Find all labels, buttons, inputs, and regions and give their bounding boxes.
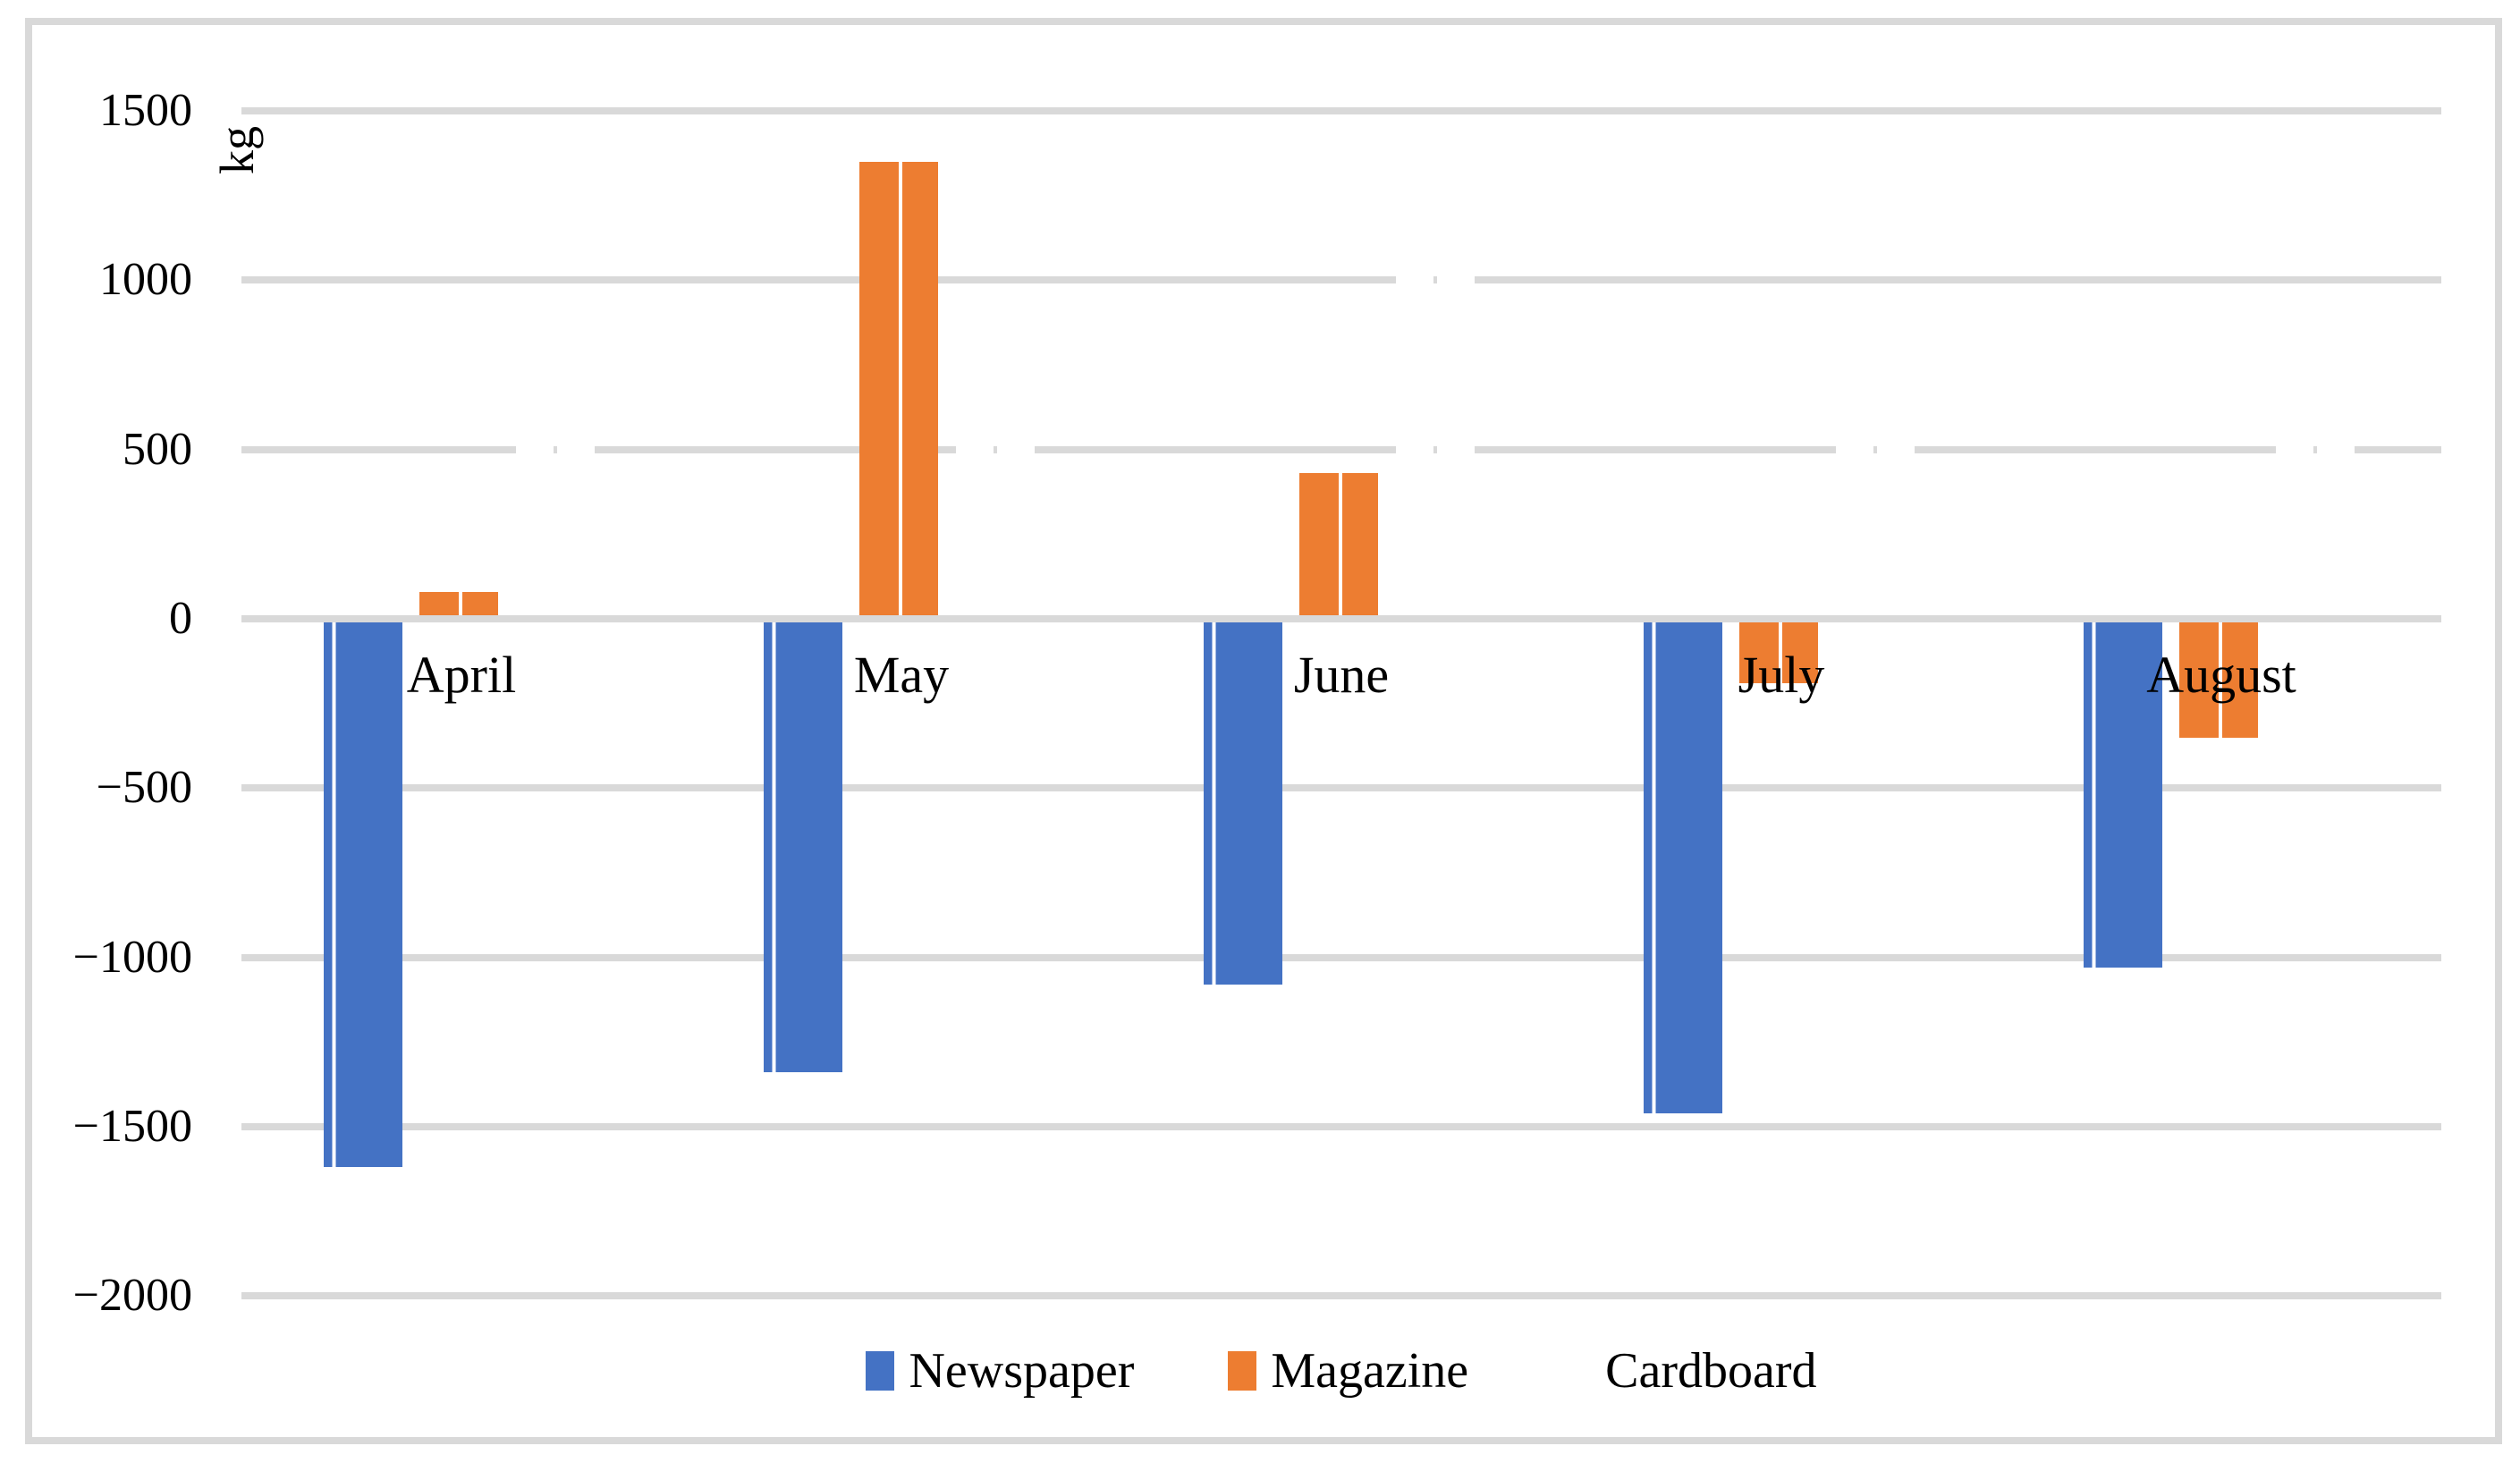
category-label-may: May <box>853 646 950 704</box>
y-tick-label: −1500 <box>72 1100 192 1152</box>
cardboard-legend-swatch <box>1562 1351 1592 1391</box>
bar-magazine-june[interactable] <box>1299 473 1378 615</box>
legend-item-magazine[interactable]: Magazine <box>1228 1344 1468 1398</box>
bar-magazine-may[interactable] <box>859 161 938 615</box>
y-tick-label: 0 <box>169 593 192 644</box>
bar-newspaper-may[interactable] <box>764 622 842 1073</box>
legend: Newspaper Magazine Cardboard <box>241 1340 2441 1402</box>
y-tick-label: 1500 <box>99 85 192 137</box>
gridline--500 <box>241 784 2441 792</box>
category-label-july: July <box>1738 646 1825 704</box>
legend-label: Cardboard <box>1605 1343 1817 1399</box>
y-tick-label: −500 <box>96 762 192 814</box>
category-label-june: June <box>1293 646 1390 704</box>
gridline-0 <box>241 615 2441 622</box>
bar-magazine-april[interactable] <box>419 591 498 615</box>
bar-cardboard-may[interactable] <box>956 381 1035 615</box>
bar-cardboard-august[interactable] <box>2276 381 2355 615</box>
bar-magazine-july[interactable] <box>1739 622 1818 683</box>
legend-item-cardboard[interactable]: Cardboard <box>1562 1343 1817 1399</box>
y-tick-label: −1000 <box>72 931 192 983</box>
gridline-1500 <box>241 107 2441 115</box>
bar-newspaper-june[interactable] <box>1204 622 1282 985</box>
bar-magazine-august[interactable] <box>2179 622 2258 738</box>
bar-newspaper-august[interactable] <box>2084 622 2162 968</box>
gridline--1000 <box>241 953 2441 961</box>
y-tick-label: −2000 <box>72 1270 192 1322</box>
bar-cardboard-april[interactable] <box>516 381 595 615</box>
magazine-legend-swatch <box>1228 1351 1257 1391</box>
gridline-500 <box>241 445 2441 453</box>
bar-cardboard-june[interactable] <box>1396 246 1475 615</box>
category-label-august: August <box>2146 646 2296 704</box>
gridline-1000 <box>241 276 2441 284</box>
y-tick-label: 500 <box>123 423 192 475</box>
newspaper-legend-swatch <box>866 1351 895 1391</box>
y-tick-label: 1000 <box>99 254 192 306</box>
category-label-april: April <box>406 646 517 704</box>
legend-label: Magazine <box>1271 1343 1469 1399</box>
y-axis-title: kg <box>210 126 264 174</box>
legend-label: Newspaper <box>909 1343 1135 1399</box>
bar-newspaper-july[interactable] <box>1644 622 1722 1113</box>
gridline--1500 <box>241 1122 2441 1130</box>
bar-cardboard-july[interactable] <box>1836 381 1915 615</box>
bar-newspaper-april[interactable] <box>324 622 402 1168</box>
gridline--2000 <box>241 1292 2441 1300</box>
legend-item-newspaper[interactable]: Newspaper <box>866 1344 1134 1398</box>
